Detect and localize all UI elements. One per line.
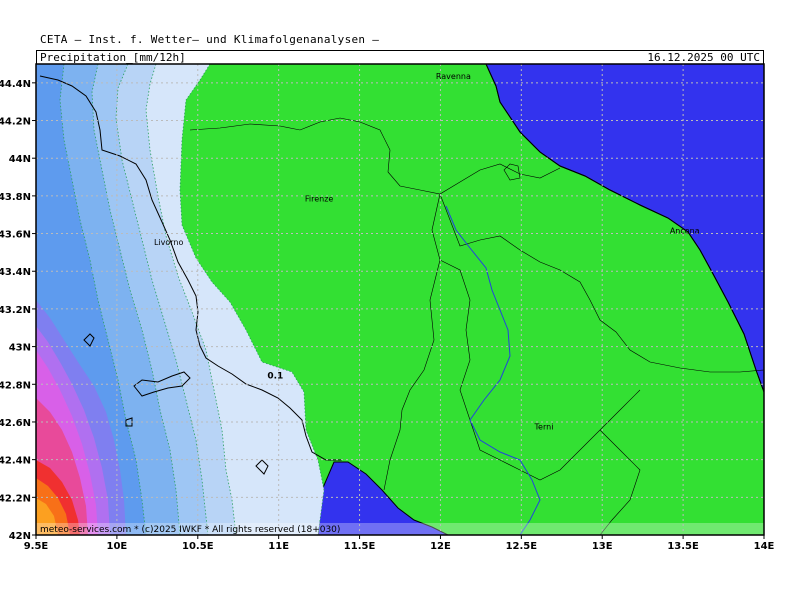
y-tick-label: 43.8N	[0, 192, 31, 203]
y-axis: 42N 42.2N 42.4N 42.6N 42.8N 43N 43.2N 43.4N 43.6…	[0, 79, 36, 542]
y-tick-label: 44N	[9, 154, 31, 165]
x-tick-label: 11.5E	[344, 541, 376, 552]
y-tick-label: 44.4N	[0, 79, 31, 90]
y-tick-label: 44.2N	[0, 117, 31, 128]
x-tick-label: 14E	[754, 541, 775, 552]
x-tick-label: 10.5E	[182, 541, 214, 552]
contour-lines	[59, 64, 325, 535]
city-label: Ancona	[670, 227, 700, 236]
tyrrhenian-sea-area	[317, 461, 449, 535]
city-label: Ravenna	[436, 72, 471, 81]
x-tick-label: 13E	[592, 541, 613, 552]
map-field	[36, 64, 764, 535]
x-tick-label: 13.5E	[667, 541, 699, 552]
grid-lines	[36, 64, 764, 535]
y-tick-label: 42.8N	[0, 380, 31, 391]
rivers	[445, 205, 541, 535]
x-tick-label: 10E	[107, 541, 128, 552]
x-tick-label: 9.5E	[24, 541, 49, 552]
institute-header: CETA — Inst. f. Wetter— und Klimafolgena…	[40, 33, 380, 46]
y-tick-label: 42.4N	[0, 456, 31, 467]
y-tick-label: 42.2N	[0, 493, 31, 504]
x-axis: 9.5E 10E 10.5E 11E 11.5E 12E 12.5E 13E 13.5E 14E	[24, 535, 775, 552]
valid-time: 16.12.2025 00 UTC	[647, 51, 760, 64]
x-tick-label: 11E	[268, 541, 289, 552]
y-tick-label: 43.6N	[0, 230, 31, 241]
region-borders	[189, 117, 764, 535]
coastlines	[39, 64, 764, 475]
contour-label: 0.1	[267, 372, 283, 382]
y-tick-label: 42.6N	[0, 418, 31, 429]
y-tick-label: 43.2N	[0, 305, 31, 316]
x-tick-label: 12E	[430, 541, 451, 552]
city-labels: Ravenna Firenze Livorno Ancona Terni	[154, 72, 700, 431]
title-bar: Precipitation_[mm/12h] 16.12.2025 00 UTC	[36, 50, 764, 64]
copyright-footer: meteo-services.com * (c)2025 IWKF * All …	[40, 525, 340, 535]
plot-frame	[35, 63, 765, 536]
product-title: Precipitation_[mm/12h]	[40, 51, 186, 64]
city-label: Livorno	[154, 238, 184, 247]
y-tick-label: 43N	[9, 343, 31, 354]
y-tick-label: 43.4N	[0, 267, 31, 278]
city-label: Firenze	[305, 195, 334, 204]
y-tick-label: 42N	[9, 531, 31, 542]
precip-50	[36, 498, 58, 535]
city-label: Terni	[534, 422, 554, 431]
x-tick-label: 12.5E	[506, 541, 538, 552]
footer-strip	[36, 523, 764, 535]
